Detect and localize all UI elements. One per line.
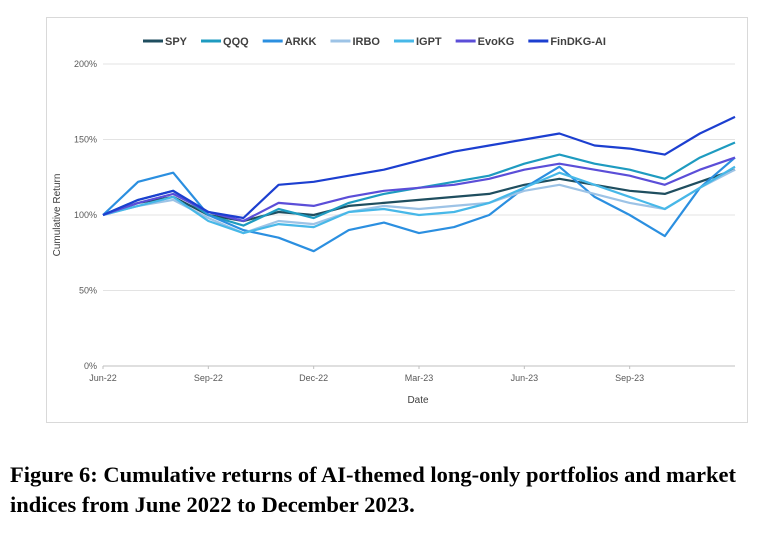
series-line-irbo <box>102 168 736 235</box>
y-tick-label: 150% <box>74 135 97 145</box>
x-tick-label: Dec-22 <box>299 373 328 383</box>
x-axis-title: Date <box>407 395 429 406</box>
legend-label: IGPT <box>416 36 442 48</box>
y-tick-label: 50% <box>79 286 97 296</box>
x-tick-label: Jun-23 <box>511 373 539 383</box>
x-axis-ticks: Jun-22 Sep-22 Dec-22 Mar-23 Jun-23 Sep-23 <box>89 366 644 383</box>
y-axis-ticks: 0% 50% 100% 150% 200% <box>74 59 97 371</box>
series-line-findkg-ai <box>102 115 736 220</box>
legend: SPY QQQ ARKK IRBO IGPT EvoKG FinDKG-AI <box>143 36 606 48</box>
legend-item-qqq: QQQ <box>201 36 249 48</box>
series-line-igpt <box>102 165 736 235</box>
chart-svg: SPY QQQ ARKK IRBO IGPT EvoKG FinDKG-AI 0% 50% 10… <box>52 36 736 406</box>
legend-label: QQQ <box>223 36 249 48</box>
series-lines <box>102 115 736 253</box>
legend-label: ARKK <box>285 36 317 48</box>
y-tick-label: 200% <box>74 59 97 69</box>
legend-item-spy: SPY <box>143 36 188 48</box>
y-tick-label: 0% <box>84 361 97 371</box>
x-tick-label: Mar-23 <box>405 373 434 383</box>
legend-item-irbo: IRBO <box>330 36 380 48</box>
legend-label: IRBO <box>352 36 380 48</box>
legend-item-igpt: IGPT <box>393 36 442 48</box>
legend-item-arkk: ARKK <box>262 36 317 48</box>
figure-caption: Figure 6: Cumulative returns of AI-theme… <box>10 462 737 517</box>
series-line-arkk <box>102 156 736 253</box>
legend-label: EvoKG <box>478 36 515 48</box>
y-axis-title: Cumulative Return <box>52 174 63 257</box>
legend-label: SPY <box>165 36 188 48</box>
y-tick-label: 100% <box>74 210 97 220</box>
x-tick-label: Sep-23 <box>615 373 644 383</box>
x-tick-label: Jun-22 <box>89 373 117 383</box>
legend-item-evokg: EvoKG <box>455 36 515 48</box>
chart-frame: SPY QQQ ARKK IRBO IGPT EvoKG FinDKG-AI 0% 50% 10… <box>46 17 748 423</box>
x-tick-label: Sep-22 <box>194 373 223 383</box>
legend-label: FinDKG-AI <box>550 36 606 48</box>
legend-item-findkg-ai: FinDKG-AI <box>528 36 606 48</box>
